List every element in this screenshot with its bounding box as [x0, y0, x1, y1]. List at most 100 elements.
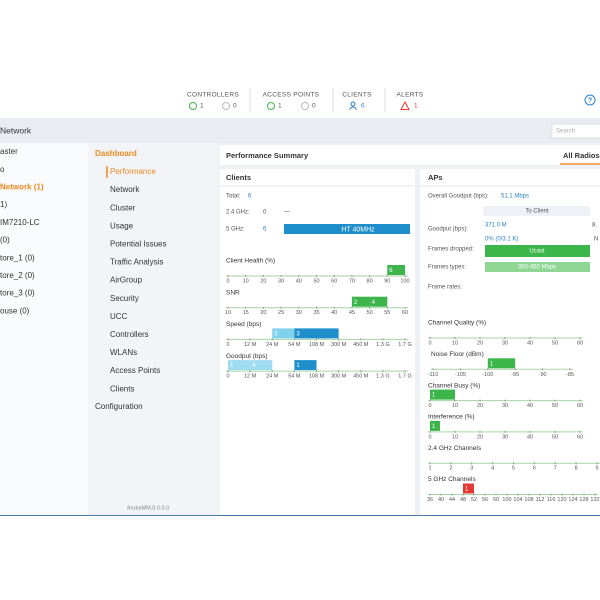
tick-label: 24 M — [266, 374, 279, 380]
down-icon — [301, 102, 309, 110]
menu-item[interactable]: Potential Issues — [110, 240, 166, 249]
menu-item[interactable]: Usage — [110, 221, 134, 230]
search-placeholder[interactable]: Search — [556, 129, 575, 135]
stat-up[interactable]: 1 — [200, 103, 204, 110]
tree-item[interactable]: 1) — [0, 200, 7, 209]
menu-item[interactable]: Traffic Analysis — [110, 258, 163, 267]
bar — [294, 328, 339, 339]
menu-item[interactable]: AirGroup — [110, 276, 143, 285]
tick-label: 36 — [427, 497, 433, 503]
tick-label: 104 — [513, 497, 522, 503]
help-text[interactable]: ? — [588, 97, 592, 104]
menu-item[interactable]: Configuration — [95, 402, 143, 411]
tick-label: 7 — [554, 466, 557, 472]
tick-label: 30 — [502, 340, 508, 346]
summary-header — [220, 145, 600, 165]
tree-item[interactable]: (0) — [0, 236, 10, 245]
tick-label: 30 — [296, 310, 302, 316]
bar-label: 1 — [296, 363, 300, 369]
stat-up[interactable]: 1 — [278, 103, 282, 110]
tick-label: 100 — [400, 278, 409, 284]
bar-label: 1 — [465, 487, 469, 493]
stat-label[interactable]: ALERTS — [397, 92, 424, 99]
bar — [272, 328, 295, 339]
label: Total: — [226, 194, 241, 200]
bar-label: 6 — [389, 268, 393, 274]
tick-label: 120 — [557, 497, 566, 503]
tick-label: 30 — [502, 434, 508, 440]
up-icon — [189, 102, 197, 110]
tick-label: -105 — [455, 372, 466, 378]
menu-item[interactable]: Controllers — [110, 330, 149, 339]
stat-down[interactable]: 0 — [312, 103, 316, 110]
bar — [294, 360, 317, 371]
tab[interactable]: All Radios — [563, 151, 600, 160]
tick-label: 2 — [449, 466, 452, 472]
tick-label: 54 M — [288, 374, 301, 380]
tick-label: 4 — [491, 466, 494, 472]
tick-label: 50 — [313, 278, 319, 284]
tree-item[interactable]: tore_2 (0) — [0, 271, 35, 280]
tick-label: 40 — [527, 403, 533, 409]
frames-bar — [485, 245, 590, 257]
down-icon — [222, 102, 230, 110]
tick-label: 10 — [452, 434, 458, 440]
bar — [487, 358, 516, 369]
tick-label: -100 — [482, 372, 493, 378]
menu-item[interactable]: Network — [110, 185, 140, 194]
tree-item[interactable]: aster — [0, 147, 18, 156]
tick-label: 35 — [313, 310, 319, 316]
menu-item[interactable]: UCC — [110, 312, 128, 321]
tick-label: 3 — [470, 466, 473, 472]
tick-label: 0 — [226, 278, 229, 284]
tree-item[interactable]: o — [0, 165, 5, 174]
stat-count[interactable]: 6 — [361, 103, 365, 110]
tick-label: 50 — [552, 340, 558, 346]
tree-item[interactable]: IM7210-LC — [0, 218, 40, 227]
tick-label: 12 M — [244, 374, 257, 380]
tree-item[interactable]: Network (1) — [0, 183, 44, 192]
client-icon — [350, 101, 356, 107]
menu-item[interactable]: WLANs — [110, 348, 137, 357]
tick-label: 20 — [260, 310, 266, 316]
tick-label: -110 — [428, 372, 439, 378]
tick-label: 60 — [577, 340, 583, 346]
stat-down[interactable]: 0 — [233, 103, 237, 110]
menu-title[interactable]: Dashboard — [95, 149, 137, 158]
bar — [430, 420, 440, 431]
bar — [351, 296, 370, 307]
stat-label[interactable]: ACCESS POINTS — [263, 92, 320, 99]
tick-label: 50 — [367, 310, 373, 316]
tick-label: 30 — [278, 278, 284, 284]
tick-label: 80 — [367, 278, 373, 284]
stat-label[interactable]: CLIENTS — [342, 92, 372, 99]
bar-label: 3 — [296, 331, 300, 337]
stat-count[interactable]: 1 — [414, 103, 418, 110]
tick-label: -95 — [511, 372, 519, 378]
tick-label: 10 — [243, 278, 249, 284]
menu-item[interactable]: Clients — [110, 384, 134, 393]
tick-label: 40 — [331, 310, 337, 316]
menu-item[interactable]: Cluster — [110, 203, 136, 212]
stat-label[interactable]: CONTROLLERS — [187, 92, 239, 99]
alert-icon — [400, 100, 410, 110]
search-box[interactable] — [551, 123, 600, 139]
tree-item[interactable]: ouse (0) — [0, 306, 30, 315]
label: Frames dropped: — [428, 247, 474, 253]
tick-label: 90 — [384, 278, 390, 284]
tick-label: 52 — [471, 497, 477, 503]
tick-label: 450 M — [353, 342, 369, 348]
bar — [463, 483, 474, 494]
menu-item[interactable]: Security — [110, 294, 139, 303]
tick-label: 25 — [278, 310, 284, 316]
value: 8. — [592, 223, 597, 229]
tree-item[interactable]: tore_3 (0) — [0, 289, 35, 298]
tree-panel — [0, 143, 88, 515]
menu-item[interactable]: Performance — [110, 167, 156, 176]
tick-label: 8 — [575, 466, 578, 472]
bar — [430, 389, 455, 400]
help-icon[interactable] — [584, 94, 596, 106]
menu-item[interactable]: Access Points — [110, 366, 160, 375]
tree-item[interactable]: tore_1 (0) — [0, 253, 35, 262]
